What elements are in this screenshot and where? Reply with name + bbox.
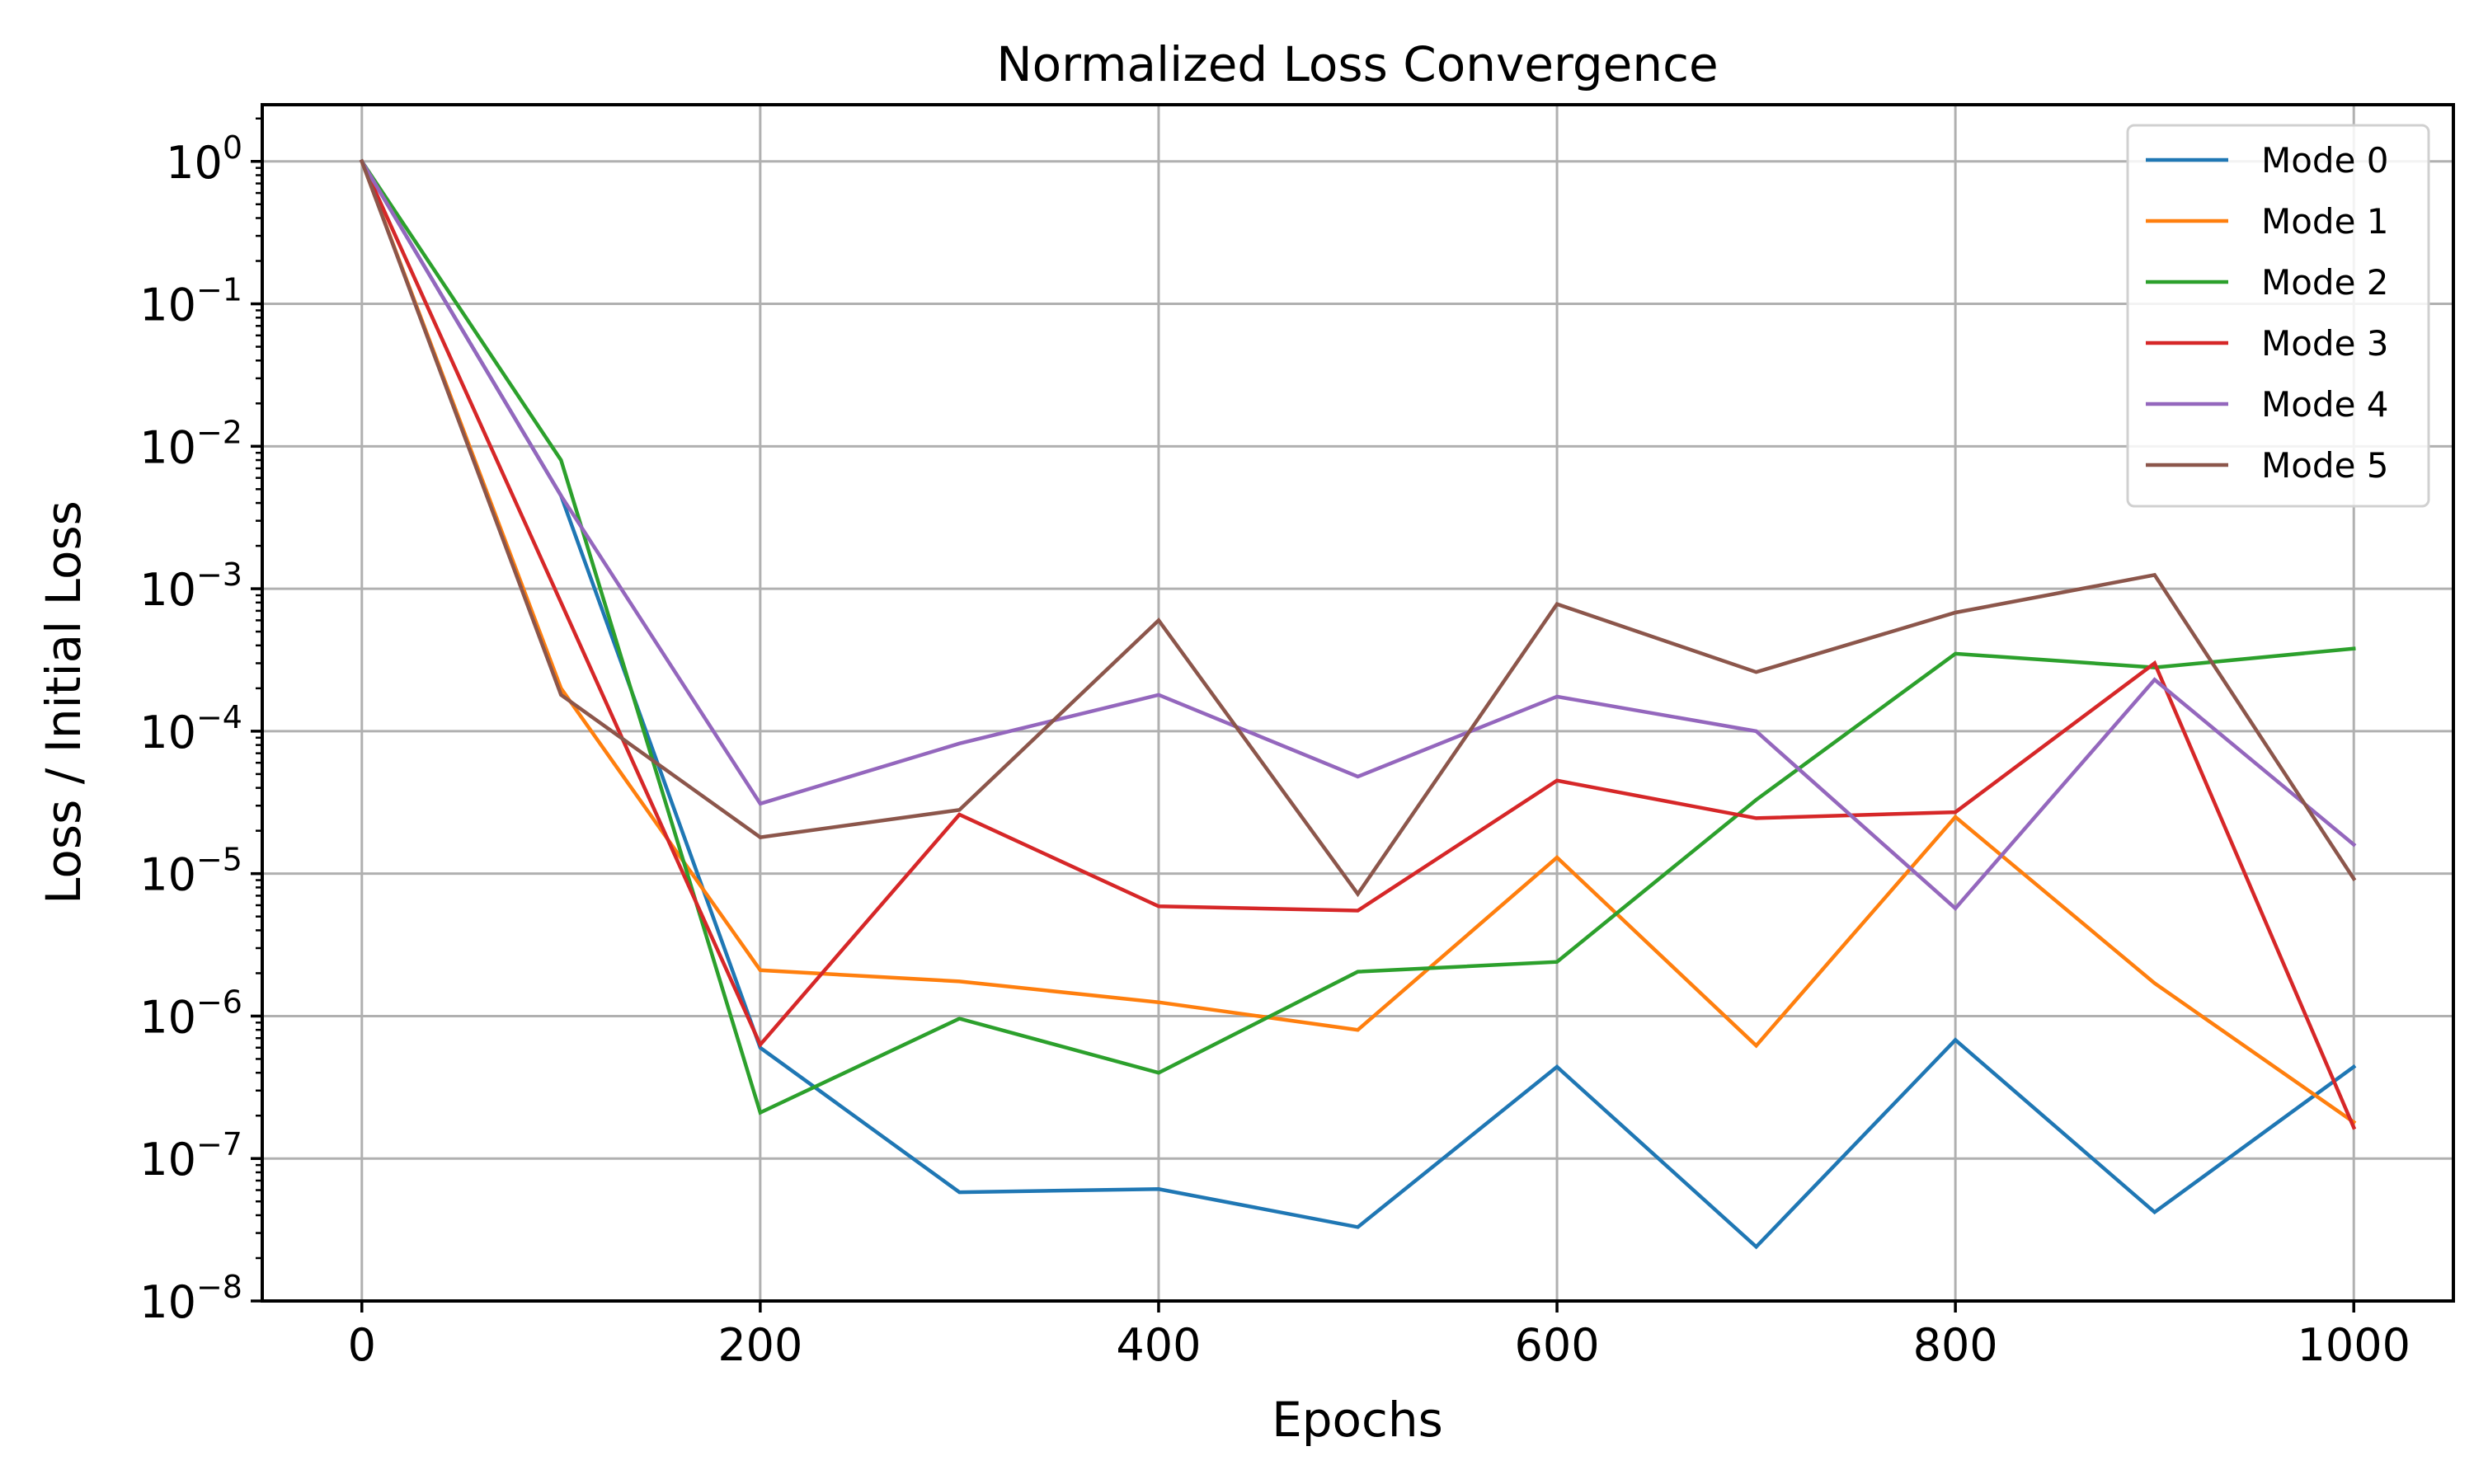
x-tick-label: 800 [1913, 1319, 1998, 1371]
series-line-mode-4 [359, 158, 2357, 911]
x-tick-label: 0 [348, 1319, 376, 1371]
y-tick-label: 10−7 [139, 1126, 242, 1186]
series-line-mode-0 [359, 158, 2357, 1250]
x-tick-label: 1000 [2298, 1319, 2411, 1371]
y-tick-label: 10−1 [139, 272, 242, 331]
y-tick-label: 100 [166, 129, 242, 189]
y-tick-label: 10−2 [139, 414, 242, 473]
series-line-mode-5 [359, 158, 2357, 898]
plot-frame [261, 103, 2455, 1303]
y-axis-label: Loss / Initial Loss [35, 500, 92, 904]
series-line-mode-3 [359, 158, 2357, 1130]
x-tick-label: 400 [1116, 1319, 1201, 1371]
chart-title: Normalized Loss Convergence [996, 36, 1718, 92]
legend-entry-label: Mode 3 [2261, 323, 2389, 364]
legend-entry-label: Mode 5 [2261, 445, 2389, 486]
y-tick-label: 10−3 [139, 556, 242, 616]
legend: Mode 0 Mode 1 Mode 2 Mode 3 Mode 4 Mode 5 [2126, 124, 2430, 508]
y-tick-label: 10−5 [139, 842, 242, 901]
x-tick-label: 600 [1515, 1319, 1600, 1371]
legend-entry-label: Mode 1 [2261, 201, 2389, 242]
series-line-mode-1 [359, 158, 2357, 1125]
legend-entry-label: Mode 4 [2261, 384, 2389, 425]
x-axis-label: Epochs [1272, 1392, 1443, 1448]
y-tick-label: 10−8 [139, 1269, 242, 1328]
axis-ticks: 0 200 400 600 800 1000 100 10−1 10−2 10−3 10−4 10−5… [139, 117, 2411, 1371]
x-tick-label: 200 [717, 1319, 802, 1371]
legend-entry-label: Mode 0 [2261, 140, 2389, 181]
y-tick-label: 10−4 [139, 699, 242, 758]
series-lines [359, 158, 2357, 1250]
y-tick-label: 10−6 [139, 984, 242, 1043]
legend-entry-label: Mode 2 [2261, 262, 2389, 303]
